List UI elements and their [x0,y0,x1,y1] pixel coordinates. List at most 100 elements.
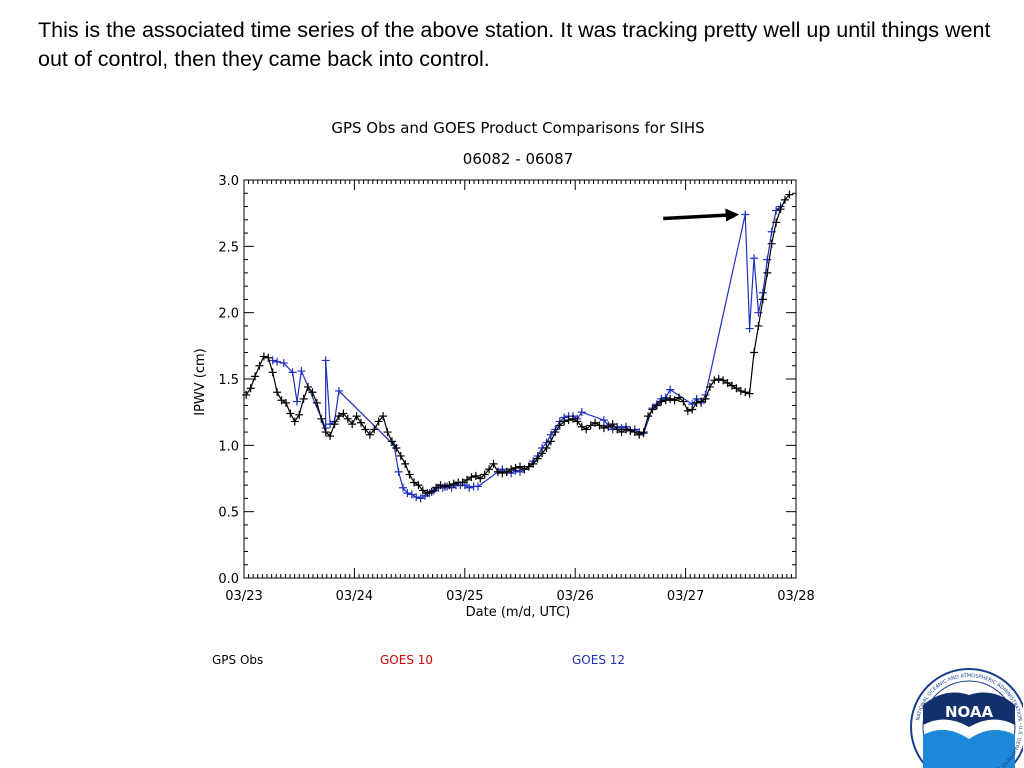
data-point-marker [577,408,586,417]
data-point-marker [692,398,701,407]
data-point-marker [304,382,313,391]
data-point-marker [498,469,507,478]
y-tick-label: 1.0 [218,439,239,454]
data-point-marker [436,481,445,490]
data-point-marker [279,359,288,368]
data-point-marker [617,428,626,437]
data-point-marker [529,459,538,468]
axis-tick-labels: 03/23 03/24 03/25 03/26 03/27 03/28 0.0 0.5 1.0 1… [218,174,814,604]
data-point-marker [688,405,697,414]
legend-gps-obs: GPS Obs [212,653,263,667]
data-point-marker [440,482,449,491]
chart-title: GPS Obs and GOES Product Comparisons for… [331,119,704,137]
data-point-marker [763,268,772,277]
data-point-marker [387,437,396,446]
data-point-marker [546,437,555,446]
data-point-marker [666,385,675,394]
data-point-marker [334,386,343,395]
data-point-marker [357,418,366,427]
data-point-marker [652,401,661,410]
data-point-marker [493,467,502,476]
legend-goes12: GOES 12 [572,653,625,667]
data-point-marker [288,368,297,377]
data-point-marker [542,443,551,452]
noaa-logo-text: NOAA [945,703,994,721]
data-point-marker [343,414,352,423]
y-axis-label: IPWV (cm) [193,348,208,416]
data-point-marker [533,454,542,463]
noaa-gull-icon [923,729,1015,768]
data-point-marker [374,417,383,426]
data-point-marker [604,422,613,431]
legend-goes12-label: GOES 12 [572,653,626,667]
data-point-marker [750,348,759,357]
data-point-marker [666,394,675,403]
data-point-marker [582,425,591,434]
data-point-marker [489,459,498,468]
annotation-arrow [663,208,740,222]
data-point-marker [586,421,595,430]
data-point-marker [511,463,520,472]
data-point-marker [732,384,741,393]
data-point-marker [465,483,474,492]
x-tick-label: 03/28 [777,589,814,604]
arrow-shaft [663,213,730,221]
data-point-marker [736,386,745,395]
data-point-marker [251,372,260,381]
data-point-marker [772,218,781,227]
data-point-marker [538,449,547,458]
data-point-marker [392,443,401,452]
data-point-marker [568,414,577,423]
data-point-marker [485,465,494,474]
data-point-marker [670,396,679,405]
legend-gps-obs-label: GPS Obs [212,653,264,667]
data-point-marker [273,357,282,366]
data-point-marker [403,489,412,498]
data-point-marker [463,475,472,484]
data-point-marker [246,384,255,393]
data-point-marker [268,356,277,365]
data-point-marker [242,390,251,399]
y-tick-label: 3.0 [218,174,239,189]
data-point-marker [474,482,483,491]
data-point-marker [644,412,653,421]
y-tick-label: 0.0 [218,572,239,587]
y-tick-label: 2.5 [218,240,239,255]
data-point-marker [719,376,728,385]
data-point-marker [683,406,692,415]
data-point-marker [657,397,666,406]
data-point-marker [745,324,754,333]
data-point-marker [745,389,754,398]
series-layer [242,190,794,503]
data-point-marker [524,462,533,471]
arrow-head [725,208,740,222]
data-point-marker [445,481,454,490]
data-point-marker [573,417,582,426]
data-point-marker [312,398,321,407]
data-point-marker [471,471,480,480]
data-point-marker [396,451,405,460]
data-point-marker [259,352,268,361]
data-point-marker [564,416,573,425]
data-point-marker [401,459,410,468]
data-point-marker [297,367,306,376]
data-point-marker [639,428,648,437]
data-point-marker [326,432,335,441]
noaa-logo: NOAA NATIONAL OCEANIC AND ATMOSPHERIC AD… [910,668,1023,768]
data-point-marker [630,428,639,437]
data-point-marker [560,417,569,426]
x-tick-label: 03/23 [225,589,262,604]
data-point-marker [613,425,622,434]
data-point-marker [405,470,414,479]
data-point-marker [299,394,308,403]
data-point-marker [750,254,759,263]
data-point-marker [674,393,683,402]
data-point-marker [714,375,723,383]
data-point-marker [776,205,785,214]
y-tick-label: 1.5 [218,373,239,388]
data-point-marker [785,190,794,199]
data-point-marker [476,474,485,483]
data-point-marker [290,417,299,426]
data-point-marker [264,353,273,362]
data-point-marker [599,416,608,425]
